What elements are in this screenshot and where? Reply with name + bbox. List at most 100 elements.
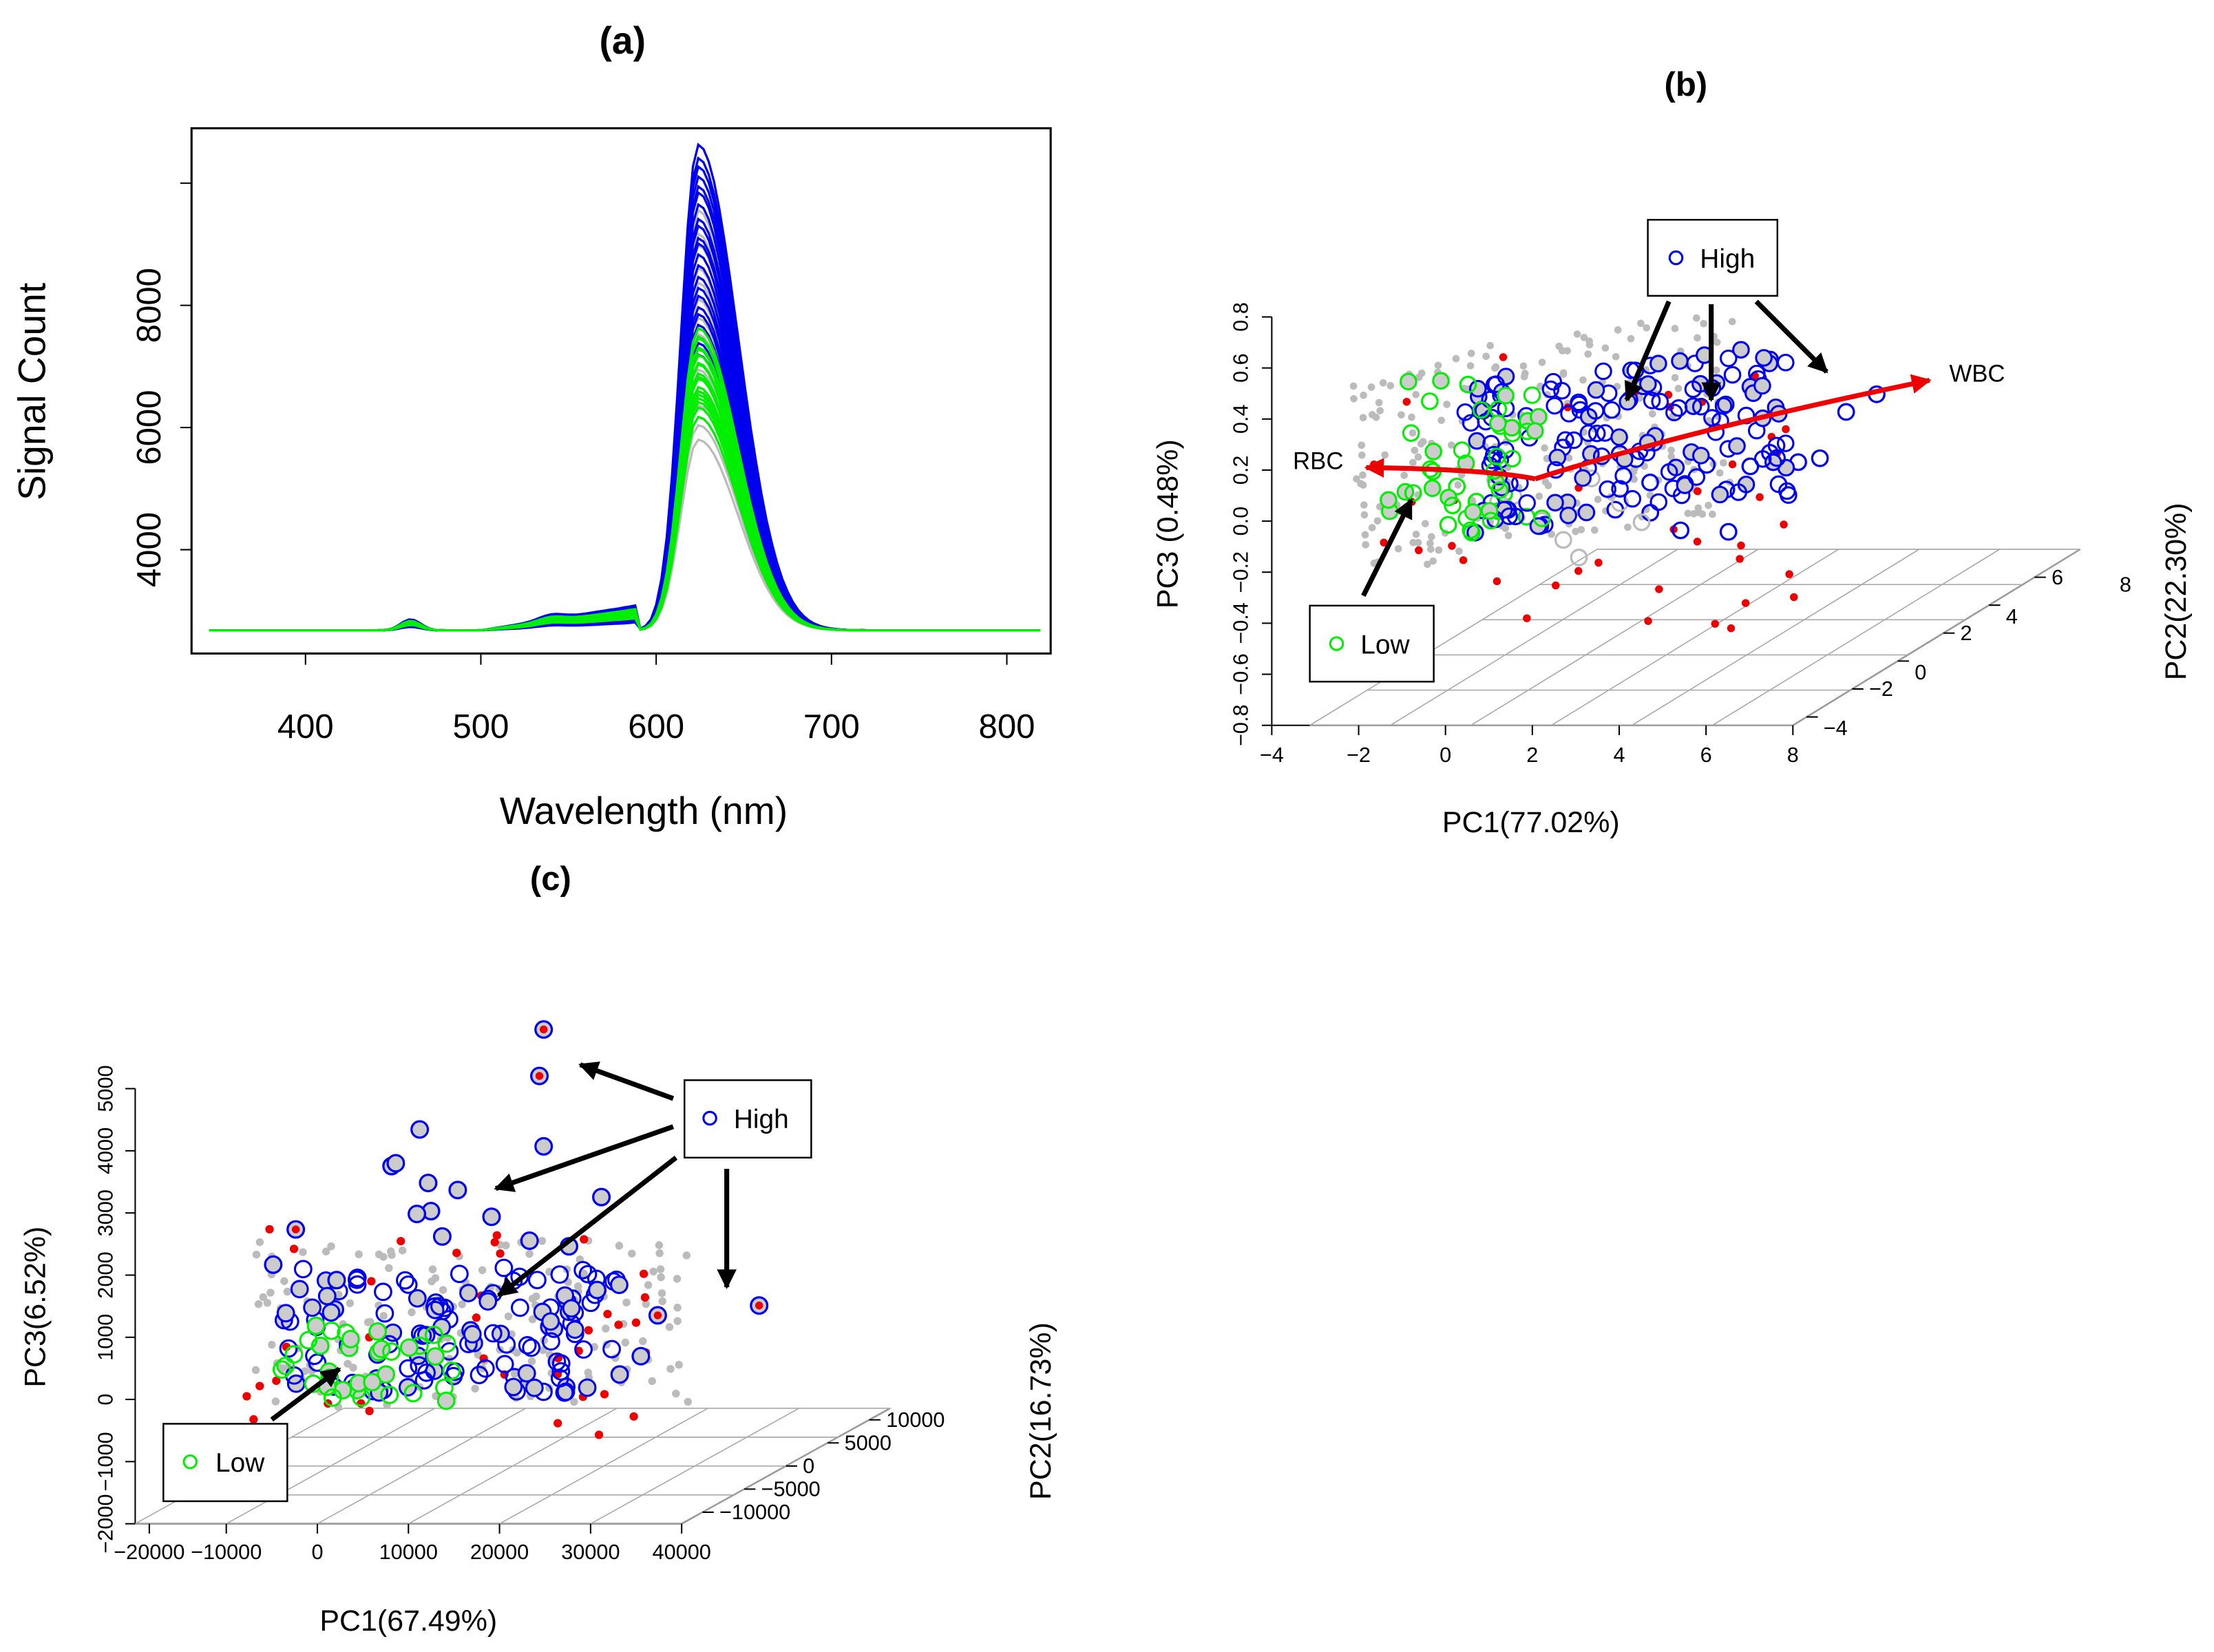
point-red xyxy=(1594,558,1603,567)
point-other xyxy=(574,1287,582,1295)
point-other xyxy=(1690,510,1698,518)
point-high xyxy=(1462,414,1480,432)
point-other xyxy=(657,1289,666,1298)
point-low xyxy=(437,1334,456,1353)
point-low xyxy=(1380,491,1398,509)
y-tick-label: 8000 xyxy=(131,268,168,343)
spectrum-line-high xyxy=(209,286,1040,632)
grid-line xyxy=(1390,549,1678,726)
point-high xyxy=(448,1180,467,1200)
point-red xyxy=(640,1293,650,1302)
point-other xyxy=(622,1298,631,1306)
point-other xyxy=(1349,382,1358,390)
point-high xyxy=(1468,379,1487,398)
point-high xyxy=(518,1336,537,1355)
point-other xyxy=(1358,451,1366,459)
spectrum-line-low xyxy=(209,335,1040,632)
point-high xyxy=(1676,476,1694,494)
x-tick-label: −4 xyxy=(1260,743,1284,767)
panel-b-legend-high: High xyxy=(1647,219,1779,297)
point-low xyxy=(1482,511,1500,530)
point-other xyxy=(666,1364,675,1373)
grid-line xyxy=(1551,549,1839,726)
point-other xyxy=(1414,453,1422,461)
point-low xyxy=(377,1365,396,1384)
point-low xyxy=(380,1386,399,1404)
point-other xyxy=(649,1267,657,1275)
point-other xyxy=(1521,370,1529,377)
point-high xyxy=(410,1120,430,1139)
point-high xyxy=(631,1346,651,1366)
point-other xyxy=(1504,531,1512,540)
x-tick-label: 30000 xyxy=(561,1540,620,1564)
point-other xyxy=(278,1364,287,1373)
point-red xyxy=(1574,566,1583,575)
point-other xyxy=(621,1338,630,1347)
point-red xyxy=(1785,570,1793,578)
spectrum-line-high xyxy=(209,253,1040,632)
spectrum-line-high xyxy=(209,236,1040,632)
point-other xyxy=(1424,560,1431,569)
x-tick-label: 8 xyxy=(1787,743,1799,767)
point-high xyxy=(522,1338,541,1357)
point-red xyxy=(603,1309,612,1319)
vertical-tick-label: 0.0 xyxy=(1229,507,1253,536)
point-red xyxy=(367,1277,376,1286)
point-high xyxy=(1728,437,1746,455)
panel-b-title: (b) xyxy=(1664,66,1707,103)
point-high xyxy=(1574,469,1592,487)
spectrum-line-high xyxy=(209,174,1040,632)
grid-line xyxy=(1631,549,1920,726)
spectrum-line-other xyxy=(209,352,1040,632)
point-high xyxy=(399,1275,418,1294)
point-other xyxy=(1434,361,1442,370)
point-other xyxy=(1713,338,1721,346)
x-tick-label: 0 xyxy=(1440,743,1451,767)
point-other xyxy=(1548,530,1555,538)
spectrum-line-other xyxy=(209,438,1040,632)
spectrum-line-high xyxy=(209,313,1040,632)
point-other xyxy=(251,1366,260,1375)
point-other xyxy=(1712,366,1720,374)
x-tick-label: −2 xyxy=(1347,743,1371,767)
point-low xyxy=(1463,524,1481,542)
point-red xyxy=(249,1415,258,1424)
point-other xyxy=(639,1337,647,1346)
point-low xyxy=(272,1360,291,1379)
panel-a-spectra xyxy=(209,142,1040,632)
point-other xyxy=(321,1247,330,1256)
low-legend-marker xyxy=(182,1454,198,1470)
panel-b: (b) −4 −2 0 2 4 6 8 −4 −2 0 2 4 6 8 −0.8 −0.6 −0.4 −0.2… xyxy=(1151,66,2193,839)
point-high xyxy=(1714,396,1733,415)
low-legend-marker xyxy=(1329,636,1345,651)
panel-b-arrow-3 xyxy=(1754,299,1828,374)
point-other xyxy=(1412,530,1420,538)
point-red xyxy=(653,1311,662,1320)
point-high xyxy=(425,1300,445,1320)
point-other xyxy=(1409,429,1417,437)
point-red xyxy=(1737,541,1745,550)
point-other xyxy=(1447,441,1455,449)
point-other xyxy=(344,1359,352,1368)
point-red xyxy=(1448,542,1456,550)
point-other xyxy=(1373,517,1382,525)
point-high xyxy=(1780,486,1797,504)
spectrum-line-high xyxy=(209,156,1040,632)
point-other xyxy=(1452,354,1460,363)
point-high xyxy=(565,1320,584,1339)
point-high xyxy=(550,1368,569,1388)
point-other xyxy=(1611,494,1629,512)
point-other xyxy=(1398,411,1405,419)
point-high xyxy=(408,1289,427,1308)
point-other xyxy=(528,1315,537,1324)
spectrum-line-high xyxy=(209,217,1040,632)
point-other xyxy=(1716,469,1724,477)
panel-b-points xyxy=(1349,314,1886,637)
point-high xyxy=(494,1258,514,1278)
depth-tick-label: 8 xyxy=(2120,572,2131,596)
point-other xyxy=(1381,451,1389,459)
point-high xyxy=(483,1324,503,1343)
depth-tick-label: 4 xyxy=(2006,604,2018,628)
point-other xyxy=(1387,382,1395,390)
